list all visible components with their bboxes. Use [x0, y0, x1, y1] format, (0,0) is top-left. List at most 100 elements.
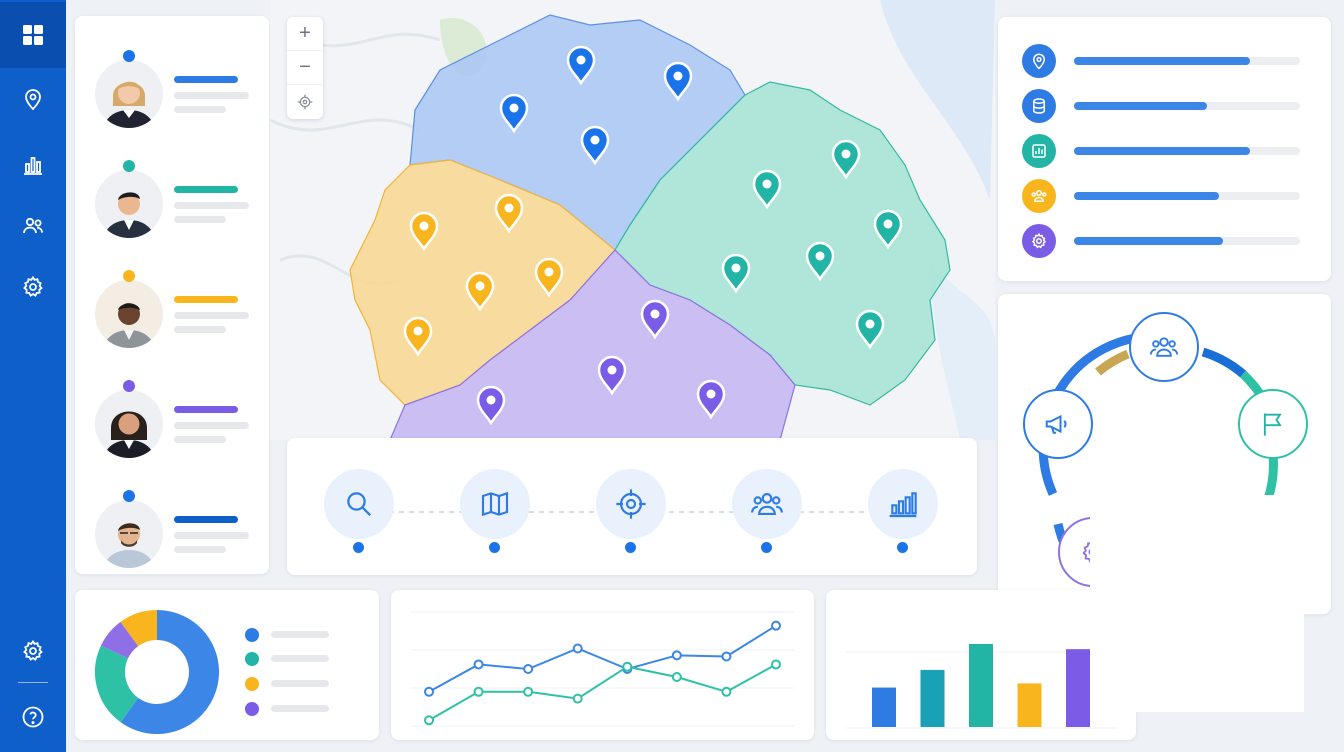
avatar [95, 380, 163, 458]
status-dot [123, 50, 135, 62]
map-pin-icon[interactable] [499, 93, 529, 134]
bar [872, 687, 896, 727]
member-detail-bar [174, 422, 249, 429]
team-member[interactable] [75, 160, 269, 260]
target-icon [616, 489, 646, 519]
tool-map-button[interactable] [460, 469, 530, 539]
bar [969, 643, 993, 727]
tool-indicator [353, 542, 364, 553]
map-pin-icon[interactable] [534, 257, 564, 298]
workflow-step-campaign[interactable] [1023, 389, 1093, 459]
stat-icon-users [1022, 179, 1056, 213]
legend-dot [245, 652, 259, 666]
donut-slice [100, 621, 139, 660]
megaphone-icon [1045, 414, 1067, 434]
settings-icon [23, 639, 43, 661]
member-name-bar [174, 76, 238, 83]
map-pin-icon[interactable] [831, 139, 861, 180]
settings-icon [1031, 232, 1047, 249]
users-icon [751, 493, 783, 515]
member-name-bar [174, 296, 238, 303]
line-point [622, 661, 633, 672]
bar-chart-icon [1032, 144, 1046, 158]
map-pin-icon[interactable] [752, 169, 782, 210]
bar [920, 669, 945, 727]
sidebar-item-help[interactable] [0, 684, 66, 750]
sidebar-item-dashboard[interactable] [0, 2, 66, 68]
map-pin-icon[interactable] [476, 385, 506, 426]
line-point [721, 651, 732, 662]
workflow-step-goal[interactable] [1238, 389, 1308, 459]
zoom-out-button[interactable]: − [287, 51, 323, 85]
bar-chart-icon [889, 492, 917, 518]
users-icon [1149, 337, 1179, 357]
line-point [523, 664, 534, 674]
legend-dot [245, 702, 259, 716]
team-list-card [75, 16, 269, 574]
avatar [95, 160, 163, 238]
map-pin-icon[interactable] [494, 193, 524, 234]
zoom-out-icon: − [299, 56, 311, 78]
member-detail-bar [174, 216, 226, 223]
search-icon [347, 492, 372, 517]
status-dot [123, 270, 135, 282]
map-pin-icon[interactable] [696, 379, 726, 420]
location-pin-icon [25, 89, 41, 111]
team-member[interactable] [75, 270, 269, 370]
avatar [95, 50, 163, 128]
member-detail-bar [174, 202, 249, 209]
stat-progress [1074, 102, 1300, 110]
avatar [95, 270, 163, 348]
help-icon [22, 706, 44, 728]
team-member[interactable] [75, 380, 269, 480]
sidebar-item-preferences[interactable] [0, 618, 66, 684]
donut-chart [95, 610, 219, 734]
map-pin-icon[interactable] [873, 209, 903, 250]
map-pin-icon[interactable] [855, 309, 885, 350]
legend-dot [245, 628, 259, 642]
line-point [424, 715, 434, 726]
zoom-in-button[interactable]: + [287, 17, 323, 51]
tools-card [287, 438, 977, 575]
member-detail-bar [174, 436, 226, 443]
line-point [771, 659, 781, 670]
map-pin-icon[interactable] [805, 241, 835, 282]
team-member[interactable] [75, 50, 269, 150]
bar-chart-card [826, 590, 1136, 740]
sidebar-item-team[interactable] [0, 193, 66, 259]
team-member[interactable] [75, 490, 269, 590]
map-pin-icon[interactable] [566, 45, 596, 86]
line-chart [411, 611, 794, 727]
sidebar-item-analytics[interactable] [0, 132, 66, 198]
map-pin-icon[interactable] [409, 211, 439, 252]
sidebar-item-locations[interactable] [0, 66, 66, 132]
map-pin-icon[interactable] [597, 355, 627, 396]
blank-panel [1090, 495, 1304, 712]
zoom-in-icon: + [299, 22, 311, 44]
users-icon [1031, 190, 1047, 202]
map-pin-icon[interactable] [721, 253, 751, 294]
map-pin-icon[interactable] [663, 61, 693, 102]
member-detail-bar [174, 106, 226, 113]
locate-icon [297, 94, 313, 110]
stat-icon-chart [1022, 134, 1056, 168]
stat-progress [1074, 147, 1300, 155]
locate-button[interactable] [287, 85, 323, 119]
map-pin-icon[interactable] [580, 125, 610, 166]
workflow-step-team[interactable] [1129, 312, 1199, 382]
map-pin-icon[interactable] [403, 316, 433, 357]
tool-search-button[interactable] [324, 469, 394, 539]
territory-map[interactable] [270, 0, 995, 440]
map-canvas[interactable] [270, 0, 995, 440]
sidebar-item-settings[interactable] [0, 254, 66, 320]
map-pin-icon[interactable] [465, 271, 495, 312]
map-pin-icon[interactable] [640, 299, 670, 340]
tool-analytics-button[interactable] [868, 469, 938, 539]
location-pin-icon [1032, 53, 1046, 70]
tool-target-button[interactable] [596, 469, 666, 539]
donut-chart-card [75, 590, 379, 740]
stat-progress [1074, 237, 1300, 245]
status-dot [123, 160, 135, 172]
line-point [572, 693, 583, 704]
tool-users-button[interactable] [732, 469, 802, 539]
